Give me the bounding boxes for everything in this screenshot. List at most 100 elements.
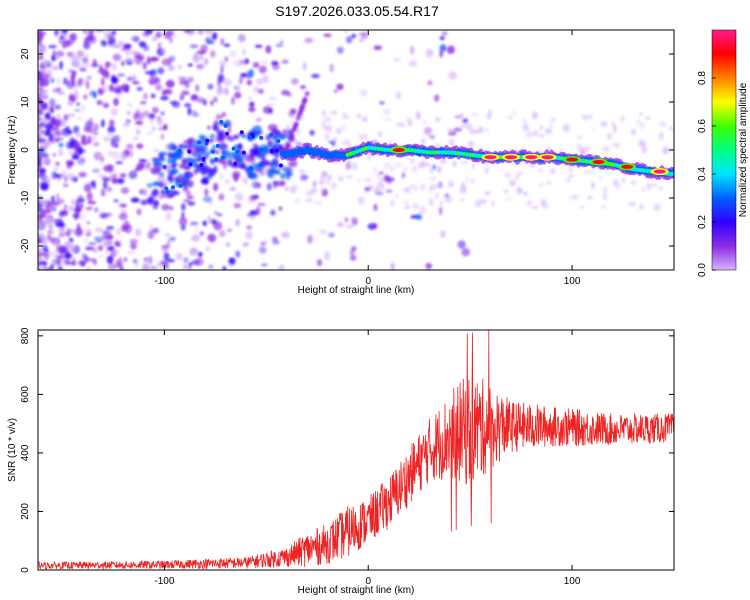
signal-peak (592, 160, 605, 164)
spectrogram-noise-blob (38, 85, 44, 91)
spectrogram-noise-blob (42, 266, 48, 270)
spectrogram-noise-blob (81, 262, 85, 267)
spectrogram-noise-blob (330, 110, 338, 115)
spectrogram-noise-blob (135, 120, 144, 125)
spectrogram-noise-blob (512, 110, 517, 116)
spectrogram-noise-blob (246, 70, 252, 80)
spectrogram-noise-blob (522, 118, 527, 124)
spectrogram-noise-blob (113, 248, 120, 255)
spectrogram-noise-blob (409, 158, 415, 165)
spectrogram-noise-blob (119, 151, 126, 160)
spectrogram-noise-blob (390, 199, 395, 207)
spectrogram-band-blob (269, 132, 274, 137)
spectrogram-noise-blob (160, 265, 164, 270)
spectrogram-noise-blob (383, 108, 391, 116)
spectrogram-noise-blob (540, 199, 547, 206)
spectrogram-noise-blob (58, 142, 64, 148)
signal-core (431, 150, 436, 155)
snr-ytick-label: 200 (20, 503, 31, 520)
spectrogram-noise-blob (142, 110, 150, 118)
spectrogram-noise-blob (59, 137, 64, 141)
spectrogram-noise-blob (49, 237, 56, 244)
spectrogram-noise-blob (659, 132, 665, 137)
spectrogram-noise-blob (83, 30, 87, 34)
spectrogram-noise-blob (258, 246, 267, 254)
spectrogram-noise-blob (405, 116, 410, 122)
spectrogram-noise-blob (55, 50, 65, 58)
spectrogram-noise-blob (114, 241, 121, 247)
spectrogram-noise-blob (187, 264, 192, 270)
spectrogram-noise-blob (325, 179, 331, 185)
spectrogram-noise-blob (645, 116, 651, 121)
spectrogram-noise-blob (58, 210, 64, 218)
spectrogram-noise-blob (69, 53, 77, 62)
spectrogram-noise-blob (190, 235, 199, 241)
snr-ylabel: SNR (10 * v/v) (7, 418, 18, 482)
spectrogram-noise-blob (128, 228, 132, 232)
spectrogram-noise-blob (152, 203, 159, 210)
spectrogram-noise-blob (341, 123, 346, 131)
spectrogram-band-blob (262, 146, 268, 155)
spectrogram-noise-blob (38, 138, 46, 143)
spectrogram-noise-blob (108, 84, 114, 92)
spectrogram-band-blob (276, 138, 281, 143)
spectrogram-band-blob (213, 165, 218, 174)
spectrogram-noise-blob (206, 40, 215, 45)
spectrogram-noise-blob (40, 66, 47, 70)
spectrogram-band-blob (225, 131, 230, 136)
spectrogram-noise-blob (116, 178, 125, 184)
spectrogram-noise-blob (467, 140, 475, 148)
spectrogram-noise-blob (457, 240, 466, 249)
spectrogram-noise-blob (155, 83, 162, 91)
spectrogram-xtick-label: -100 (154, 276, 174, 287)
spectrogram-noise-blob (156, 262, 161, 268)
spectrogram-band-blob (214, 157, 219, 162)
spectrogram-noise-blob (452, 160, 457, 168)
spectrogram-noise-blob (205, 245, 210, 252)
spectrogram-noise-blob (612, 124, 618, 133)
spectrogram-noise-blob (409, 45, 415, 55)
spectrogram-noise-blob (60, 35, 65, 40)
spectrogram-noise-blob (604, 145, 611, 152)
spectrogram-noise-blob (121, 83, 130, 90)
spectrogram-noise-blob (183, 199, 191, 203)
spectrogram-noise-blob (658, 186, 664, 191)
spectrogram-noise-blob (92, 123, 99, 132)
spectrogram-noise-blob (268, 96, 277, 101)
spectrogram-band-blob (219, 119, 224, 124)
spectrogram-noise-blob (143, 92, 148, 100)
spectrogram-noise-blob (436, 166, 442, 174)
spectrogram-noise-blob (384, 118, 393, 122)
spectrogram-noise-blob (49, 264, 54, 270)
snr-xtick-label: 0 (365, 576, 371, 587)
spectrogram-noise-blob (101, 230, 111, 237)
spectrogram-noise-blob (242, 49, 246, 55)
spectrogram-band-blob (270, 167, 278, 175)
spectrogram-noise-blob (64, 125, 70, 135)
spectrogram-band-blob (288, 159, 298, 168)
spectrogram-noise-blob (134, 228, 142, 237)
spectrogram-noise-blob (364, 186, 369, 194)
spectrogram-noise-blob (63, 204, 68, 209)
colorbar-tick-label: 0.0 (697, 263, 708, 277)
snr-xtick-label: -100 (154, 576, 174, 587)
signal-core (440, 150, 445, 155)
spectrogram-noise-blob (126, 76, 133, 82)
spectrogram-noise-blob (218, 193, 225, 201)
spectrogram-noise-blob (516, 171, 523, 176)
spectrogram-noise-blob (56, 76, 61, 86)
spectrogram-noise-blob (246, 79, 252, 86)
spectrogram-noise-blob (160, 111, 165, 116)
spectrogram-noise-blob (74, 63, 82, 69)
spectrogram-band-blob (259, 147, 264, 152)
spectrogram-noise-blob (415, 115, 421, 120)
spectrogram-noise-blob (223, 43, 231, 47)
spectrogram-noise-blob (550, 168, 556, 174)
spectrogram-noise-blob (87, 200, 97, 205)
spectrogram-noise-blob (151, 125, 156, 131)
spectrogram-noise-blob (38, 39, 42, 47)
spectrogram-noise-blob (270, 209, 276, 216)
spectrogram-noise-blob (638, 204, 644, 210)
spectrogram-noise-blob (51, 66, 60, 71)
spectrogram-noise-blob (357, 177, 361, 183)
